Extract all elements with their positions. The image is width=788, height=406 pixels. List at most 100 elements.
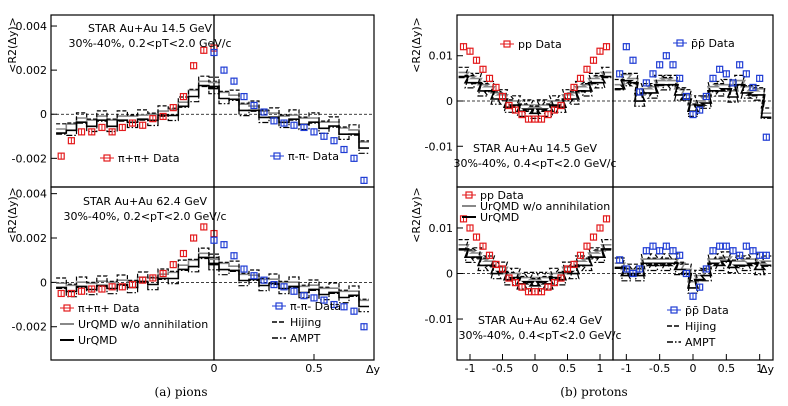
model-curve — [458, 75, 612, 115]
data-point — [200, 46, 208, 54]
data-point — [602, 43, 611, 51]
protons-xlabel: Δy — [760, 363, 775, 376]
stat-label: STAR Au+Au 14.5 GeV — [88, 22, 212, 35]
data-point — [498, 265, 507, 273]
y-tick-label: -0.002 — [12, 152, 47, 165]
data-point — [702, 265, 710, 273]
data-point — [159, 269, 167, 278]
data-point — [310, 128, 318, 136]
legend-marker — [273, 152, 281, 160]
x-tick-label: 0 — [690, 362, 697, 375]
data-point — [77, 128, 86, 136]
data-point — [649, 70, 657, 78]
model-curve — [458, 249, 612, 292]
data-point — [636, 88, 644, 96]
model-curve — [458, 248, 612, 287]
data-point — [622, 43, 630, 51]
data-point — [360, 323, 368, 331]
y-tick-label: 0.002 — [16, 64, 48, 77]
data-point — [108, 128, 116, 136]
stat-label: 30%-40%, 0.2<pT<2.0 GeV/c — [63, 210, 226, 223]
data-point — [118, 283, 126, 291]
panel-pions-62-left: -0.002 0 0.002 0.004 STAR Au+Au 62.4 GeV 30%-… — [12, 186, 227, 361]
stat-label: 30%-40%, 0.4<pT<2.0 GeV/c — [453, 157, 616, 170]
data-point — [77, 287, 86, 295]
data-point — [479, 65, 487, 73]
data-point — [340, 303, 348, 311]
data-point — [492, 83, 500, 92]
data-point — [576, 74, 585, 82]
data-point — [642, 247, 650, 255]
legend-label: π+π+ Data — [118, 152, 179, 165]
data-point — [250, 272, 258, 280]
data-point — [756, 251, 764, 259]
data-point — [310, 294, 318, 302]
data-point — [749, 83, 757, 92]
data-point — [210, 236, 218, 244]
data-point — [498, 92, 507, 101]
model-curve — [209, 86, 369, 154]
model-curve — [458, 244, 612, 281]
data-point — [583, 65, 591, 73]
data-point — [210, 48, 218, 57]
x-tick-label: 1 — [756, 362, 763, 375]
y-tick-label: 0.004 — [16, 188, 48, 201]
data-point — [149, 274, 157, 282]
stat-label: 30%-40%, 0.4<pT<2.0 GeV/c — [458, 329, 621, 342]
data-point — [260, 276, 268, 284]
data-point — [240, 92, 248, 101]
data-point — [709, 247, 717, 255]
data-point — [280, 283, 288, 291]
pions-bottom-ylabel: <R2(Δy)> — [6, 187, 19, 243]
data-point — [696, 106, 704, 114]
data-point — [472, 233, 481, 241]
data-point — [190, 62, 198, 70]
data-point — [596, 47, 604, 55]
data-point — [88, 285, 96, 293]
data-point — [662, 52, 670, 60]
x-tick-label: 0 — [532, 362, 539, 375]
data-point — [537, 288, 546, 296]
legend-label: Hijing — [685, 320, 716, 333]
data-point — [622, 265, 630, 273]
model-curve — [614, 256, 772, 283]
data-point — [589, 56, 598, 64]
data-point — [518, 283, 526, 291]
legend-label: AMPT — [290, 332, 321, 345]
data-point — [602, 215, 611, 223]
data-point — [557, 274, 565, 282]
data-point — [716, 65, 724, 73]
data-point — [330, 300, 338, 309]
data-point — [300, 123, 308, 132]
data-point — [492, 260, 500, 268]
protons-top-ylabel: <R2(Δy)> — [410, 17, 423, 73]
x-tick-label: -0.5 — [492, 362, 513, 375]
data-point — [629, 269, 637, 278]
data-point — [290, 121, 298, 129]
model-curve — [56, 85, 220, 136]
model-curve — [56, 75, 220, 125]
data-point — [616, 256, 624, 264]
panel-pions-14-right: π-π- Data — [209, 14, 375, 188]
data-point — [736, 251, 744, 259]
data-point — [505, 101, 513, 110]
caption-pions: (a) pions — [155, 385, 208, 399]
data-point — [669, 247, 677, 255]
data-point — [200, 223, 208, 231]
data-point — [118, 123, 126, 132]
data-point — [459, 43, 468, 51]
x-tick-label: -1 — [465, 362, 476, 375]
model-curve — [56, 257, 220, 298]
data-point — [544, 110, 552, 119]
data-point — [676, 74, 684, 82]
data-point — [159, 112, 167, 121]
legend-marker — [103, 154, 111, 162]
y-tick-label: 0 — [446, 95, 453, 108]
data-point — [570, 260, 578, 268]
data-point — [518, 110, 526, 119]
panel-pions-62-right: 0 0.5 π-π- Data Hijing AMPT — [209, 186, 375, 375]
model-curve — [209, 76, 369, 142]
data-point — [682, 269, 690, 278]
legend-label: p̄p̄ Data — [691, 37, 735, 50]
legend-label: pp Data — [518, 38, 562, 51]
